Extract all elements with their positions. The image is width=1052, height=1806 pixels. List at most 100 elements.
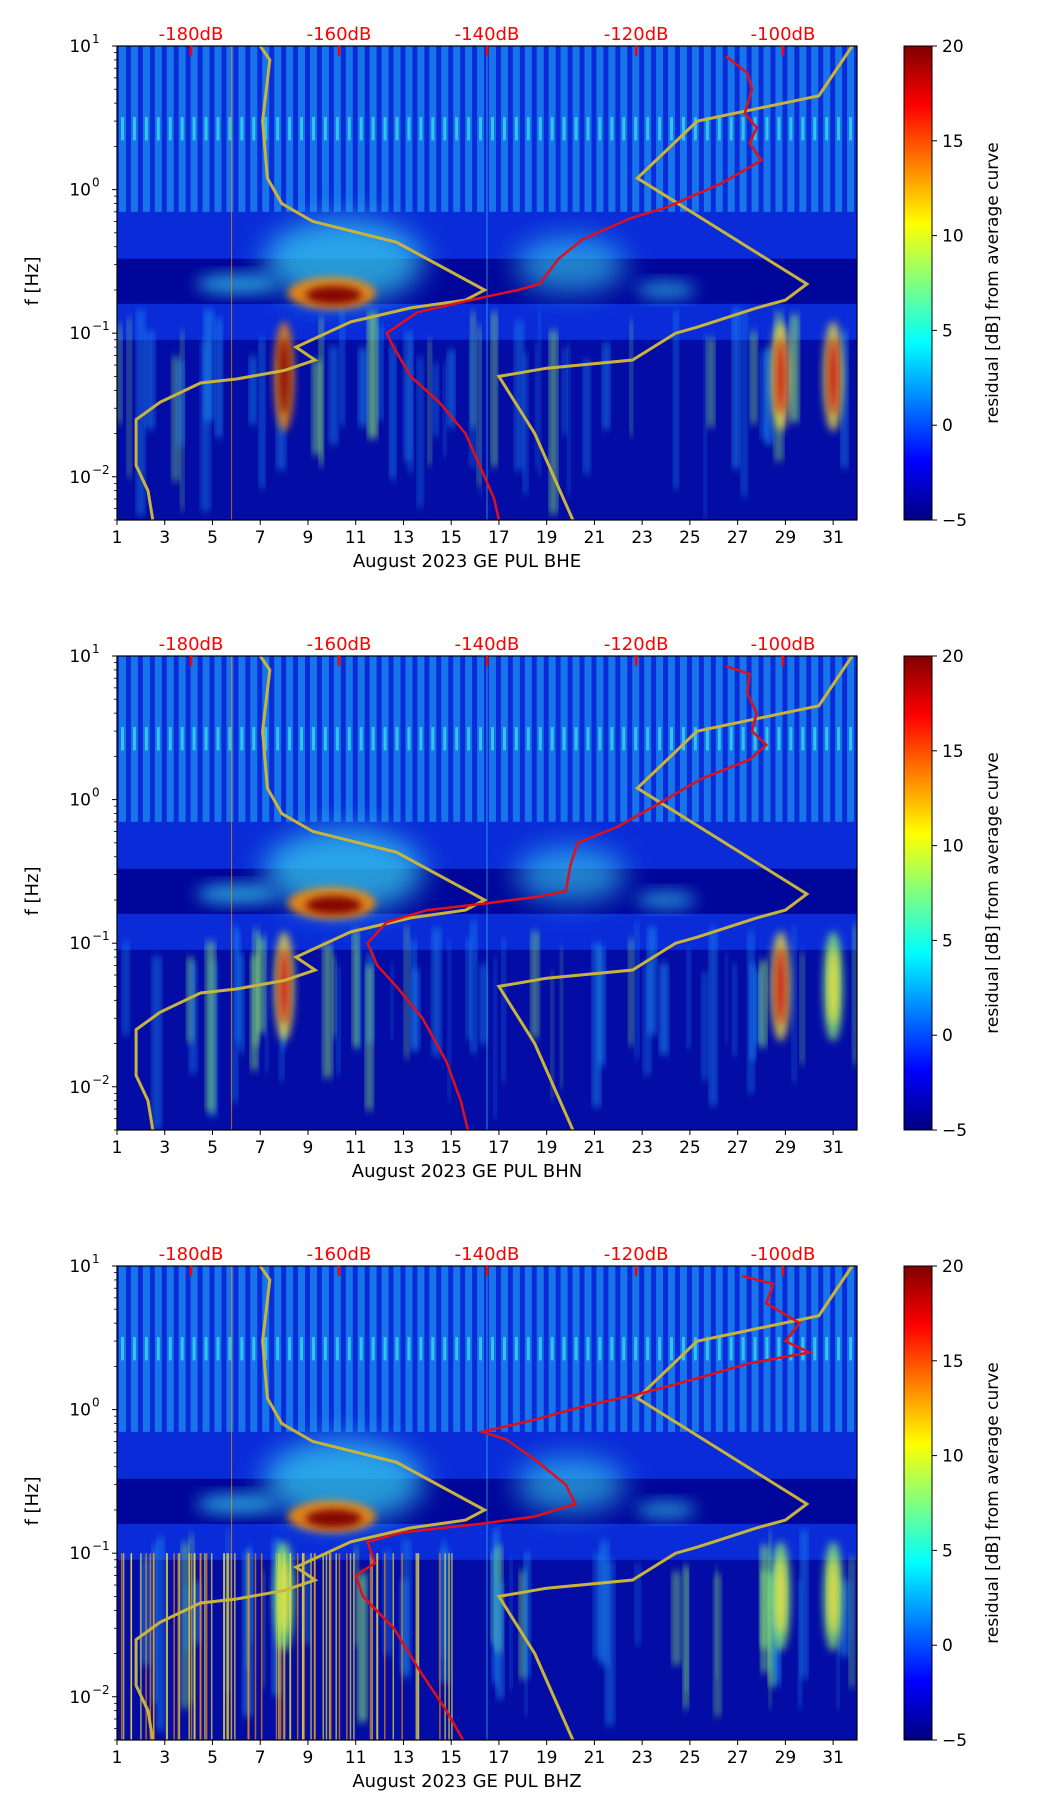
stripe-highlight bbox=[765, 117, 769, 141]
stripe-highlight bbox=[371, 727, 375, 751]
stripe-highlight bbox=[288, 1337, 292, 1361]
stripe-highlight bbox=[634, 1337, 638, 1361]
stripe-highlight bbox=[861, 117, 864, 140]
lowfreq-streak bbox=[801, 1530, 808, 1679]
stripe-highlight bbox=[300, 117, 304, 141]
colorbar: 20 15 10 5 0 −5 residual [dB] from average cur… bbox=[903, 647, 1003, 1141]
stripe-highlight bbox=[729, 117, 733, 141]
y-tick-label-base: 10 bbox=[69, 647, 91, 667]
lowfreq-streak bbox=[354, 1546, 359, 1646]
stripe-highlight bbox=[240, 727, 244, 751]
stripe-highlight bbox=[562, 1337, 566, 1361]
transient-line bbox=[439, 1553, 441, 1740]
x-tick-label: 23 bbox=[631, 528, 653, 548]
stripe-highlight bbox=[813, 117, 817, 141]
colorbar-gradient bbox=[903, 655, 933, 1131]
lowfreq-streak bbox=[660, 963, 668, 1055]
stripe-highlight bbox=[562, 727, 566, 751]
lowfreq-streak bbox=[238, 953, 244, 1053]
lowfreq-streak bbox=[840, 1580, 848, 1657]
lowfreq-streak bbox=[313, 360, 321, 455]
lowfreq-streak bbox=[336, 965, 340, 1075]
y-tick-label-base: 10 bbox=[69, 1401, 91, 1421]
hotspot-inner bbox=[775, 948, 786, 1025]
lowfreq-streak bbox=[531, 931, 539, 1039]
stripe-highlight bbox=[837, 727, 841, 751]
stripe-highlight bbox=[395, 117, 399, 141]
lowfreq-streak bbox=[332, 955, 336, 1038]
colorbar-tick-label: −5 bbox=[942, 1121, 967, 1141]
lowfreq-streak bbox=[146, 331, 154, 430]
stripe-highlight bbox=[717, 117, 721, 141]
transient-line bbox=[223, 1553, 226, 1740]
colorbar-label: residual [dB] from average curve bbox=[983, 1362, 1003, 1643]
lowfreq-streak bbox=[523, 352, 528, 495]
lowfreq-streak bbox=[441, 1540, 446, 1659]
stripe-highlight bbox=[849, 117, 853, 141]
lowfreq-streak bbox=[524, 1552, 530, 1678]
stripe-highlight bbox=[861, 1337, 864, 1360]
x-tick-label: 7 bbox=[255, 528, 266, 548]
x-tick-label: 3 bbox=[159, 528, 170, 548]
stripe-highlight bbox=[431, 117, 435, 141]
transient-line bbox=[346, 1553, 348, 1740]
stripe-highlight bbox=[156, 727, 160, 751]
lowfreq-streak bbox=[800, 952, 805, 1065]
lowfreq-streak bbox=[741, 309, 747, 497]
db-scale-label: -180dB bbox=[159, 634, 224, 655]
x-tick-label: 9 bbox=[303, 1748, 314, 1768]
lowfreq-streak bbox=[319, 317, 324, 467]
stripe-highlight bbox=[455, 117, 459, 141]
transient-line bbox=[302, 1553, 304, 1740]
x-tick-label: 23 bbox=[631, 1138, 653, 1158]
db-scale: -180dB -160dB -140dB -120dB -100dB bbox=[159, 634, 815, 666]
lowfreq-streak bbox=[791, 314, 798, 423]
x-tick-label: 17 bbox=[488, 528, 510, 548]
hotspot-inner bbox=[279, 1558, 290, 1635]
stripe-highlight bbox=[347, 727, 351, 751]
transient-line bbox=[227, 1553, 230, 1740]
x-tick-label: 29 bbox=[775, 1138, 797, 1158]
lowfreq-streak bbox=[798, 1578, 802, 1707]
lowfreq-streak bbox=[538, 310, 541, 477]
lowfreq-streak bbox=[769, 1529, 772, 1709]
transient-line bbox=[205, 1553, 208, 1740]
lowfreq-streak bbox=[509, 1557, 513, 1690]
x-tick-label: 9 bbox=[303, 528, 314, 548]
lowfreq-streak bbox=[502, 937, 506, 1083]
colorbar-label: residual [dB] from average curve bbox=[983, 142, 1003, 423]
lowfreq-streak bbox=[850, 1581, 853, 1641]
colorbar-tick-label: 0 bbox=[942, 1636, 953, 1656]
colorbar-tick-label: −5 bbox=[942, 1731, 967, 1751]
transient-line bbox=[177, 1553, 180, 1740]
transient-line bbox=[188, 1553, 190, 1740]
stripe-highlight bbox=[121, 117, 124, 141]
stripe-highlight bbox=[646, 1337, 650, 1361]
colorbar-tick-label: −5 bbox=[942, 511, 967, 531]
stripe-highlight bbox=[192, 727, 196, 751]
stripe-highlight bbox=[753, 727, 757, 751]
colorbar-tick-label: 20 bbox=[942, 647, 964, 667]
x-tick-label: 27 bbox=[727, 528, 749, 548]
stripe-highlight bbox=[359, 1337, 363, 1361]
stripe-highlight bbox=[705, 727, 709, 751]
stripe-highlight bbox=[514, 727, 518, 751]
stripe-highlight bbox=[813, 1337, 817, 1361]
stripe-highlight bbox=[861, 727, 864, 750]
lowfreq-streak bbox=[648, 927, 656, 1035]
stripe-highlight bbox=[276, 1337, 280, 1361]
db-scale-label: -160dB bbox=[307, 634, 372, 655]
x-tick-label: 15 bbox=[440, 528, 462, 548]
db-scale-label: -180dB bbox=[159, 1244, 224, 1265]
transient-line bbox=[335, 1553, 337, 1740]
db-scale-label: -140dB bbox=[455, 634, 520, 655]
colorbar-tick-label: 5 bbox=[942, 931, 953, 951]
stripe-highlight bbox=[610, 117, 614, 141]
stripe-highlight bbox=[419, 727, 423, 751]
lowfreq-streak bbox=[152, 1543, 157, 1704]
stripe-highlight bbox=[705, 117, 709, 141]
lowfreq-streak bbox=[448, 350, 455, 427]
daily-stripe bbox=[859, 1266, 866, 1432]
